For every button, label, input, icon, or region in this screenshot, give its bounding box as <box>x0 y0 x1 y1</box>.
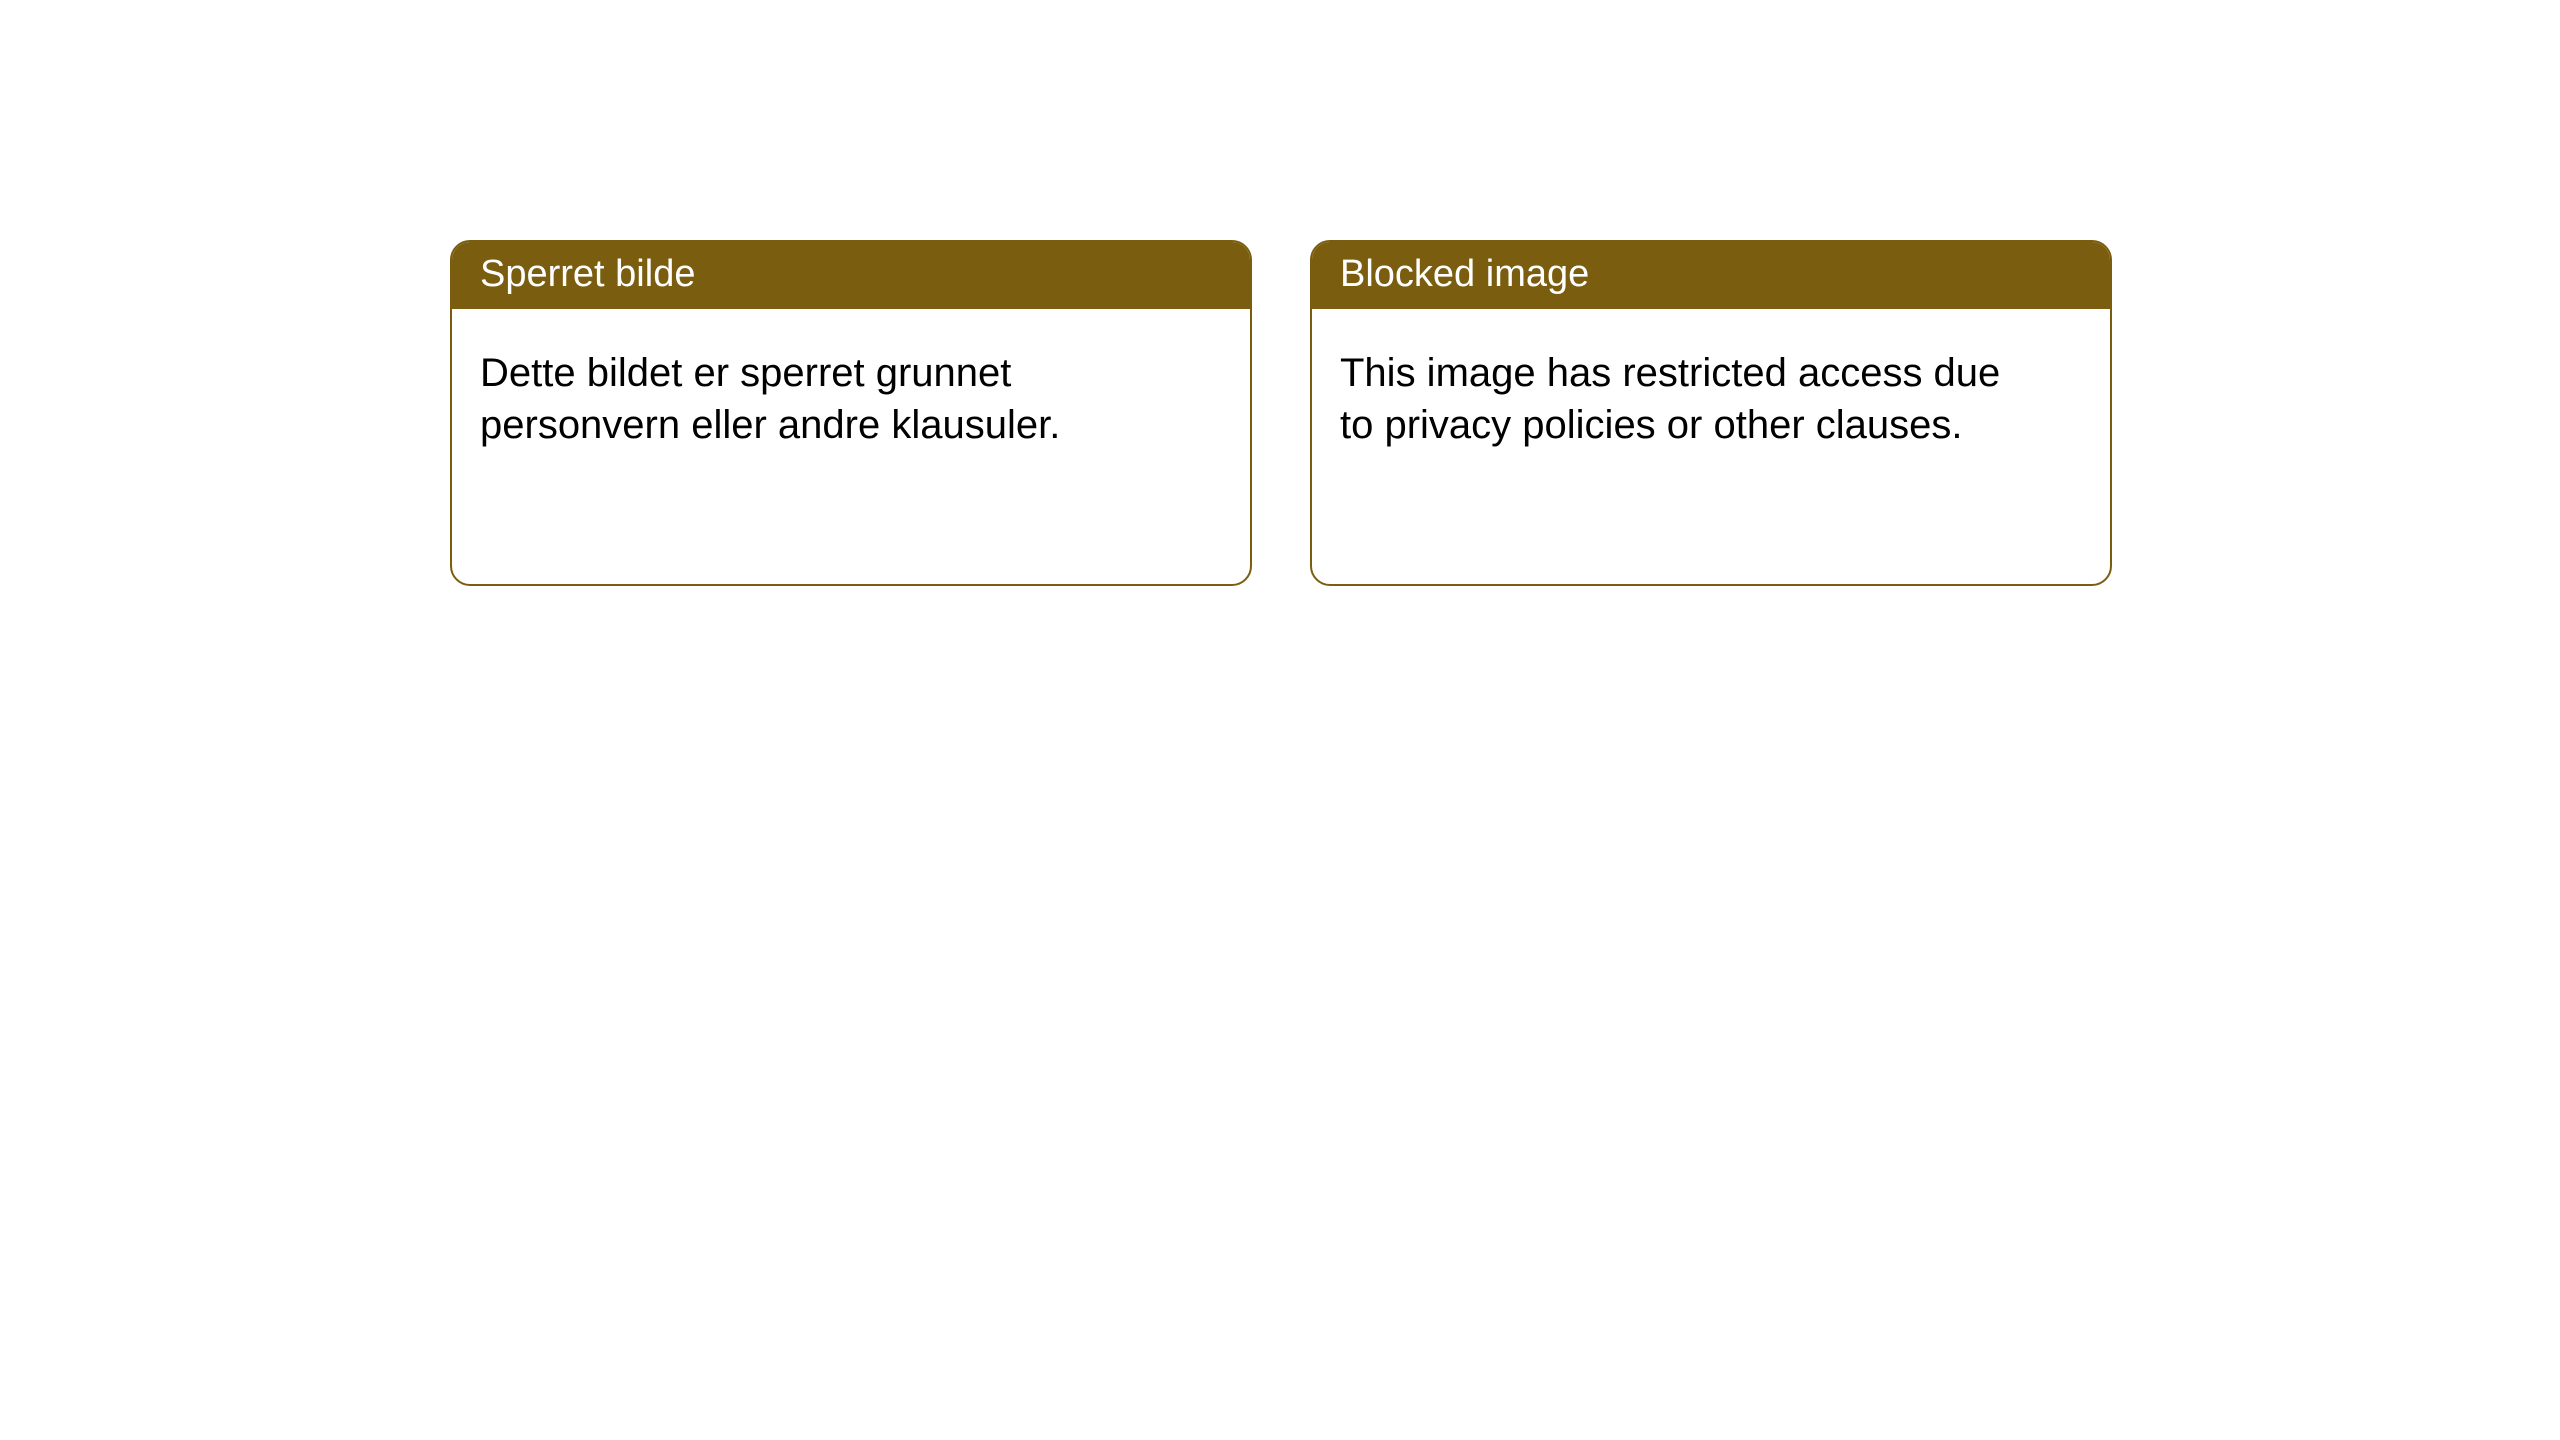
notice-header-text: Blocked image <box>1340 253 1589 295</box>
notice-body: Dette bildet er sperret grunnet personve… <box>452 309 1250 584</box>
notice-header: Blocked image <box>1312 242 2110 309</box>
notice-card-norwegian: Sperret bilde Dette bildet er sperret gr… <box>450 240 1252 586</box>
notice-body-text: This image has restricted access due to … <box>1340 347 2020 451</box>
notice-header: Sperret bilde <box>452 242 1250 309</box>
notice-header-text: Sperret bilde <box>480 253 695 295</box>
notice-card-english: Blocked image This image has restricted … <box>1310 240 2112 586</box>
notice-body: This image has restricted access due to … <box>1312 309 2110 584</box>
notice-body-text: Dette bildet er sperret grunnet personve… <box>480 347 1160 451</box>
notice-container: Sperret bilde Dette bildet er sperret gr… <box>450 240 2112 586</box>
